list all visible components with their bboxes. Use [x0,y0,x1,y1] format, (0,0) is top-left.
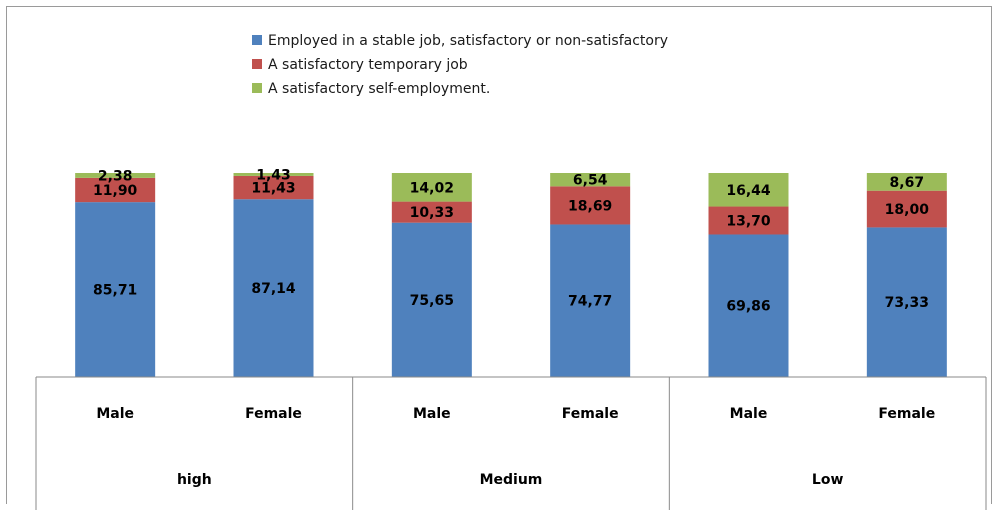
bar-1-series-3 [75,173,156,178]
data-label-1-2: 11,90 [93,183,138,199]
category-label-6: Female [878,406,935,422]
data-label-4-3: 6,54 [573,173,608,189]
bar-6-series-1 [866,227,947,377]
legend-swatch-1 [252,35,262,45]
legend-label-1: Employed in a stable job, satisfactory o… [268,33,668,49]
data-label-3-1: 75,65 [410,293,454,309]
category-label-5: Male [730,406,768,422]
bar-6-series-2 [866,190,947,228]
category-label-4: Female [562,406,619,422]
group-label-1: high [177,472,212,488]
bar-5-series-3 [708,173,789,207]
data-label-5-2: 13,70 [726,214,771,230]
bar-2-series-3 [233,173,314,176]
data-label-1-3: 2,38 [98,168,133,184]
bar-1-series-2 [75,177,156,203]
bar-5-series-1 [708,234,789,377]
bar-6-series-3 [866,173,947,191]
bar-2-series-1 [233,199,314,377]
group-label-2: Medium [480,472,543,488]
data-label-4-1: 74,77 [568,294,612,310]
data-label-1-1: 85,71 [93,283,137,299]
data-label-2-2: 11,43 [251,181,295,197]
bar-4-series-2 [550,186,631,225]
data-label-5-1: 69,86 [726,299,770,315]
data-label-3-3: 14,02 [410,180,454,196]
data-label-6-3: 8,67 [890,175,925,191]
data-label-5-3: 16,44 [726,183,771,199]
legend-label-2: A satisfactory temporary job [268,57,468,73]
bar-4-series-1 [550,224,631,377]
bar-3-series-1 [391,222,472,377]
data-label-4-2: 18,69 [568,198,612,214]
data-label-6-2: 18,00 [885,202,930,218]
legend-swatch-3 [252,83,262,93]
group-label-3: Low [812,472,844,488]
data-label-2-3: 1,43 [256,167,291,183]
category-label-1: Male [96,406,134,422]
bar-3-series-3 [391,173,472,202]
data-label-3-2: 10,33 [410,205,454,221]
bar-4-series-3 [550,173,631,187]
legend-label-3: A satisfactory self-employment. [268,81,490,97]
bar-5-series-2 [708,206,789,235]
chart-frame [6,6,992,504]
bar-2-series-2 [233,175,314,200]
category-label-3: Male [413,406,451,422]
category-label-2: Female [245,406,302,422]
legend-swatch-2 [252,59,262,69]
data-label-2-1: 87,14 [251,281,296,297]
bar-1-series-1 [75,202,156,377]
bar-3-series-2 [391,201,472,223]
data-label-6-1: 73,33 [885,295,929,311]
